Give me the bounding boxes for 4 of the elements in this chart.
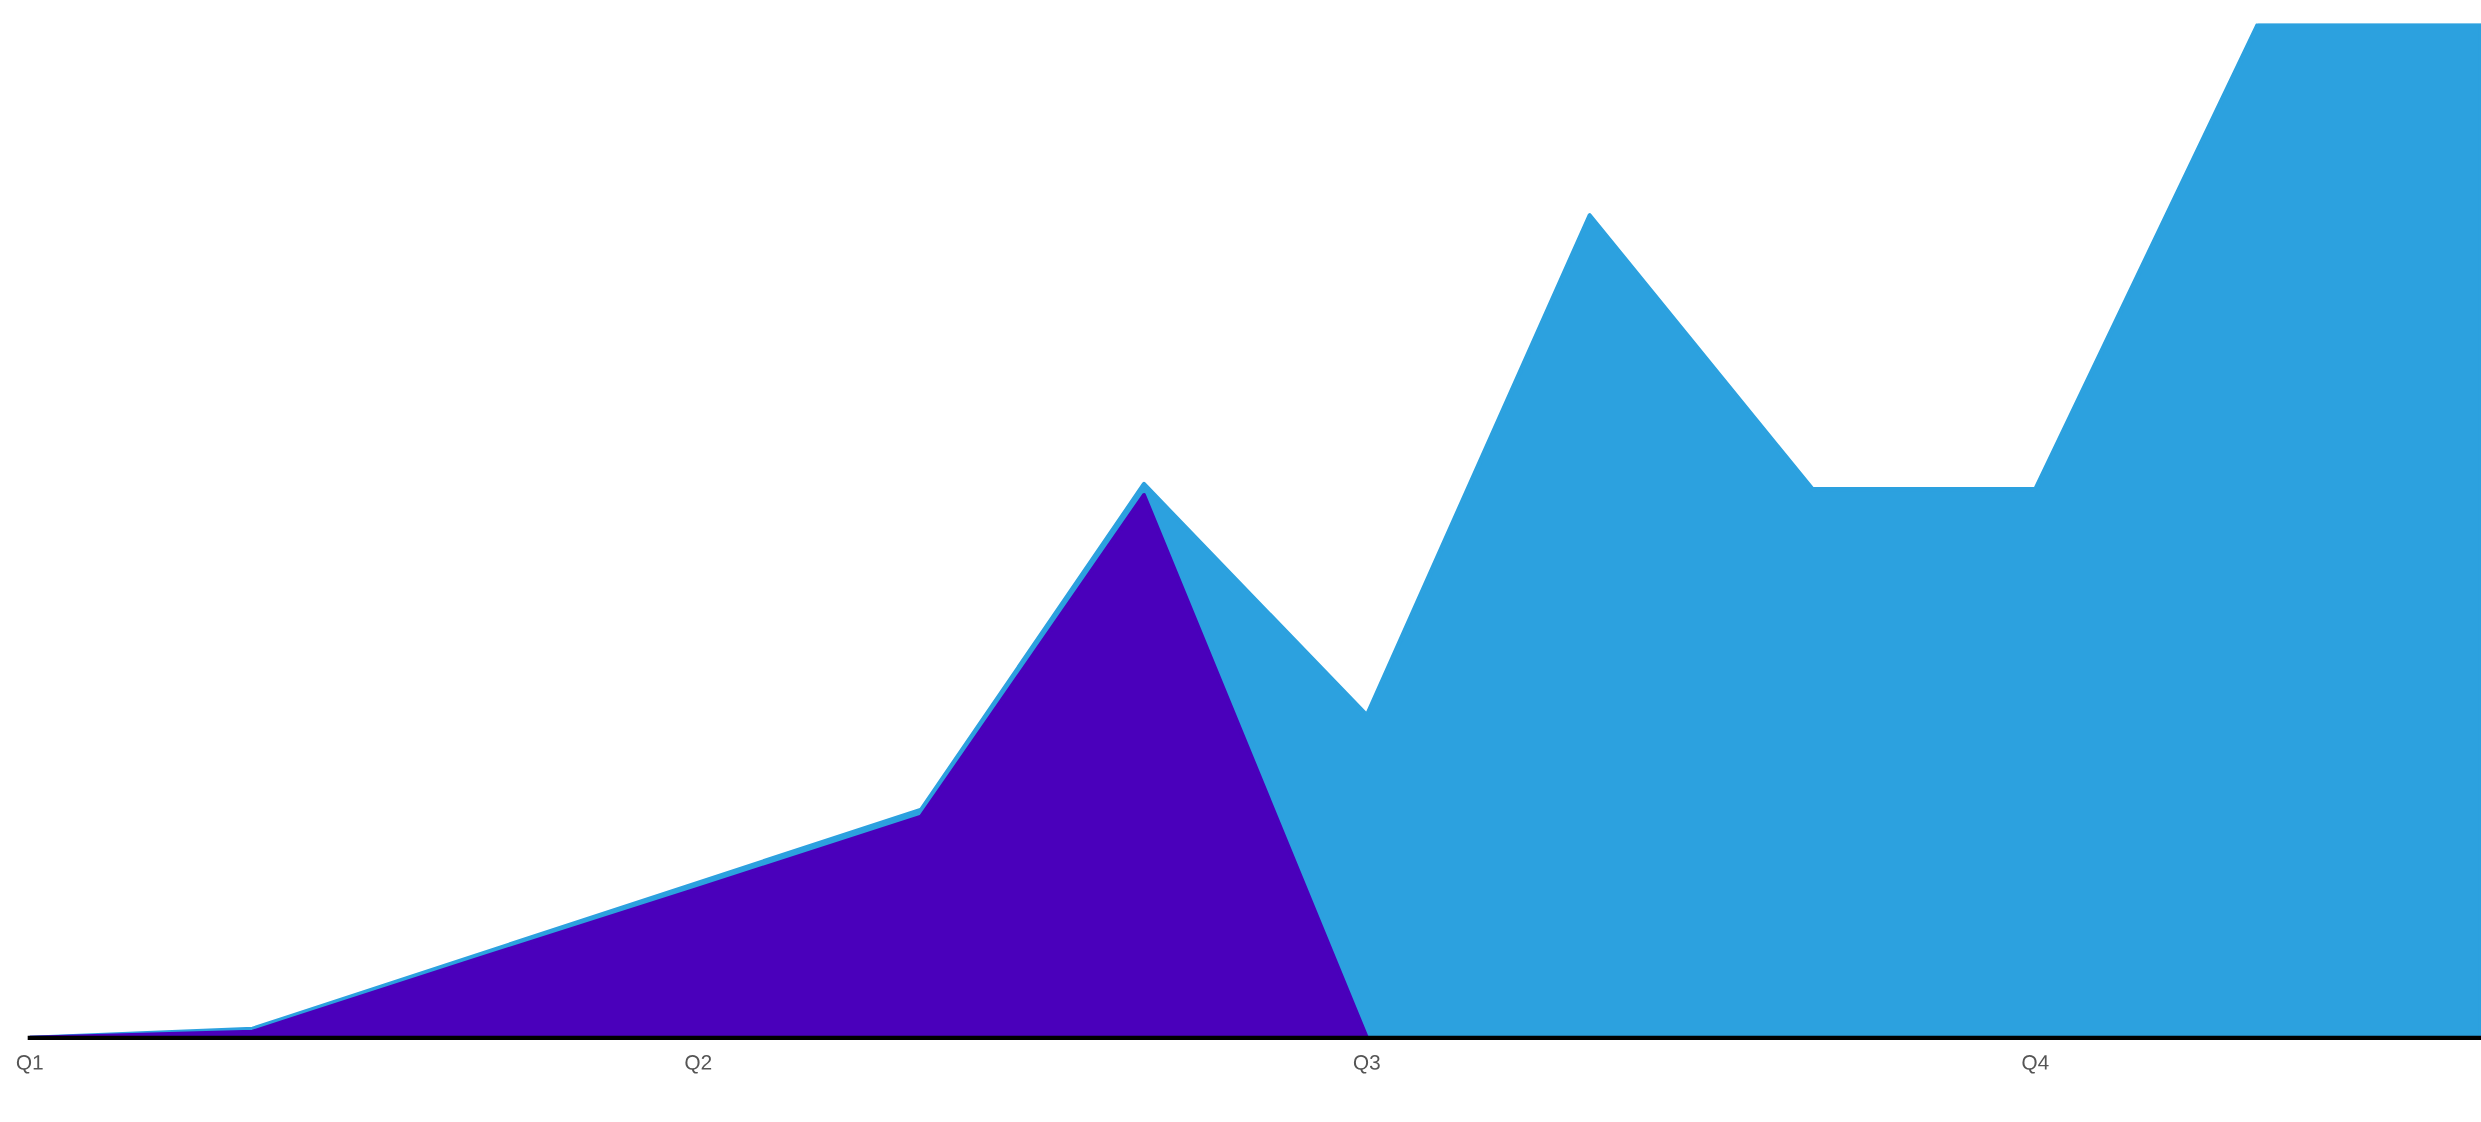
x-tick-label: Q2 <box>685 1055 712 1074</box>
x-tick-label: Q3 <box>1353 1055 1380 1074</box>
x-tick-label: Q1 <box>16 1055 43 1074</box>
x-tick-label: Q4 <box>2022 1055 2049 1074</box>
